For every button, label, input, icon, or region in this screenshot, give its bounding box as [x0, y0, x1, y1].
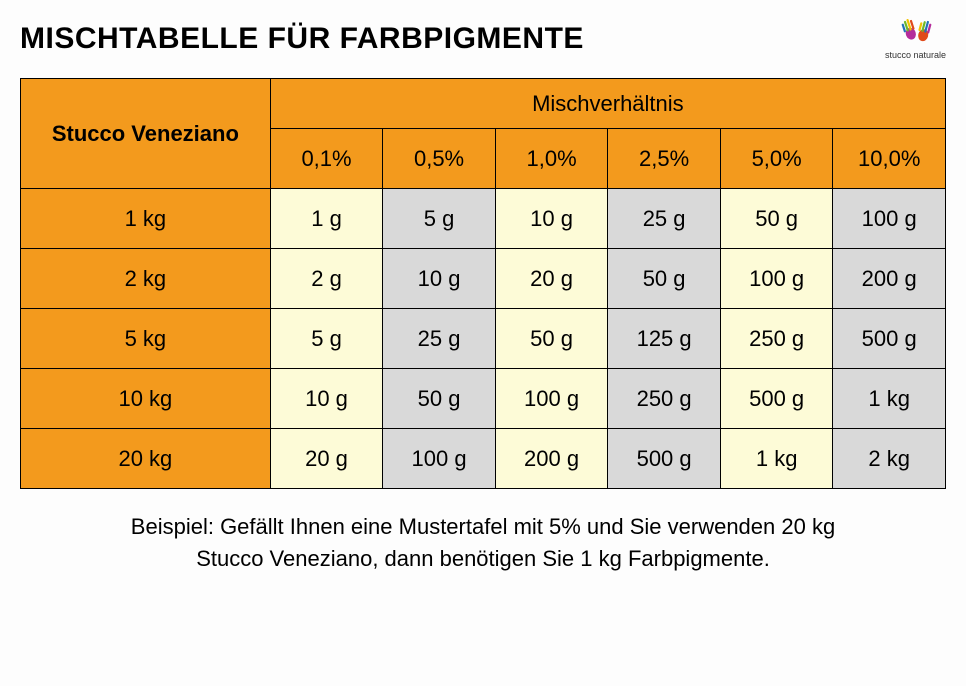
data-cell: 200 g — [833, 249, 946, 309]
percent-col: 10,0% — [833, 129, 946, 189]
data-cell: 50 g — [720, 189, 833, 249]
hands-icon — [890, 18, 940, 48]
data-cell: 200 g — [495, 429, 608, 489]
brand-logo: stucco naturale — [885, 18, 946, 60]
data-cell: 500 g — [608, 429, 721, 489]
data-cell: 50 g — [495, 309, 608, 369]
page-title: MISCHTABELLE FÜR FARBPIGMENTE — [20, 22, 584, 56]
data-cell: 20 g — [495, 249, 608, 309]
percent-col: 1,0% — [495, 129, 608, 189]
table-row: 1 kg1 g5 g10 g25 g50 g100 g — [21, 189, 946, 249]
data-cell: 2 g — [270, 249, 383, 309]
row-label: 10 kg — [21, 369, 271, 429]
data-cell: 25 g — [383, 309, 496, 369]
table-header-row-1: Stucco Veneziano Mischverhältnis — [21, 79, 946, 129]
data-cell: 1 g — [270, 189, 383, 249]
data-cell: 100 g — [833, 189, 946, 249]
mixing-table: Stucco Veneziano Mischverhältnis 0,1%0,5… — [20, 78, 946, 489]
data-cell: 5 g — [383, 189, 496, 249]
data-cell: 10 g — [495, 189, 608, 249]
table-row: 5 kg5 g25 g50 g125 g250 g500 g — [21, 309, 946, 369]
row-label: 5 kg — [21, 309, 271, 369]
data-cell: 500 g — [833, 309, 946, 369]
row-label: 2 kg — [21, 249, 271, 309]
data-cell: 50 g — [608, 249, 721, 309]
data-cell: 20 g — [270, 429, 383, 489]
row-header-label: Stucco Veneziano — [21, 79, 271, 189]
data-cell: 1 kg — [833, 369, 946, 429]
data-cell: 100 g — [383, 429, 496, 489]
percent-col: 2,5% — [608, 129, 721, 189]
header: MISCHTABELLE FÜR FARBPIGMENTE stucco nat… — [20, 18, 946, 60]
percent-col: 0,5% — [383, 129, 496, 189]
data-cell: 500 g — [720, 369, 833, 429]
row-label: 20 kg — [21, 429, 271, 489]
data-cell: 125 g — [608, 309, 721, 369]
data-cell: 10 g — [270, 369, 383, 429]
example-text: Beispiel: Gefällt Ihnen eine Mustertafel… — [20, 489, 946, 575]
brand-name: stucco naturale — [885, 50, 946, 60]
data-cell: 250 g — [720, 309, 833, 369]
data-cell: 100 g — [495, 369, 608, 429]
table-row: 10 kg10 g50 g100 g250 g500 g1 kg — [21, 369, 946, 429]
data-cell: 25 g — [608, 189, 721, 249]
data-cell: 1 kg — [720, 429, 833, 489]
data-cell: 250 g — [608, 369, 721, 429]
data-cell: 5 g — [270, 309, 383, 369]
percent-col: 5,0% — [720, 129, 833, 189]
table-row: 20 kg20 g100 g200 g500 g1 kg2 kg — [21, 429, 946, 489]
data-cell: 50 g — [383, 369, 496, 429]
data-cell: 2 kg — [833, 429, 946, 489]
table-row: 2 kg2 g10 g20 g50 g100 g200 g — [21, 249, 946, 309]
percent-col: 0,1% — [270, 129, 383, 189]
data-cell: 10 g — [383, 249, 496, 309]
ratio-header: Mischverhältnis — [270, 79, 945, 129]
data-cell: 100 g — [720, 249, 833, 309]
row-label: 1 kg — [21, 189, 271, 249]
